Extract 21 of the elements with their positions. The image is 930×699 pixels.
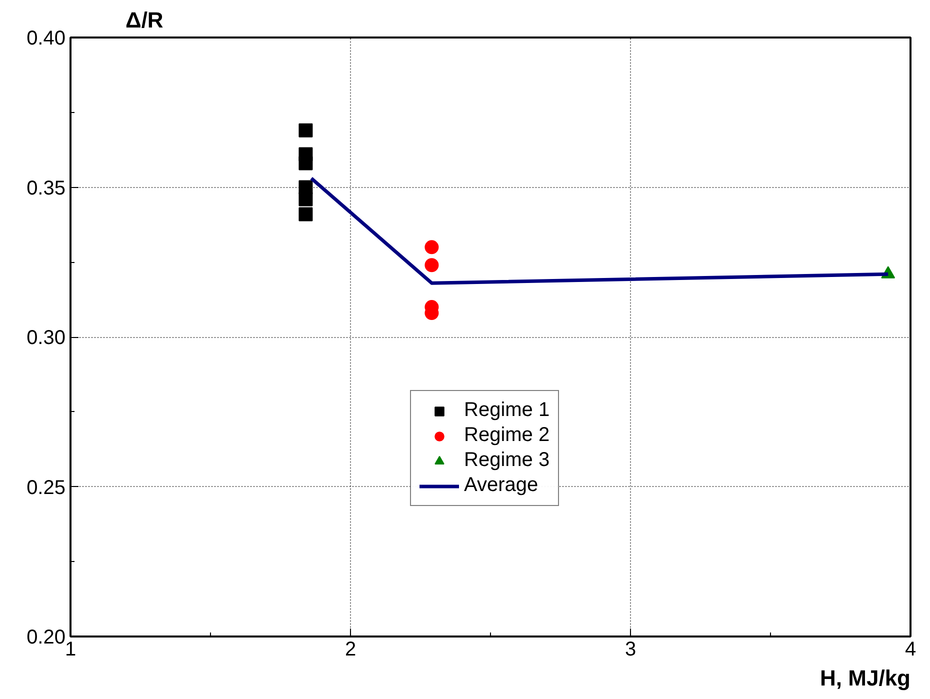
legend-label: Regime 3	[464, 449, 550, 472]
x-tick-label: 2	[344, 638, 356, 660]
point	[298, 123, 313, 138]
point	[298, 192, 313, 206]
legend-label: Regime 2	[464, 424, 550, 447]
y-tick-label: 0.20	[26, 626, 66, 648]
y-tick-label: 0.30	[26, 327, 66, 349]
point	[424, 240, 439, 254]
x-axis-title: H, MJ/kg	[820, 666, 911, 690]
point	[298, 156, 313, 170]
point	[424, 258, 439, 272]
x-tick-label: 4	[904, 638, 916, 660]
legend-label: Average	[464, 474, 538, 497]
y-tick-label: 0.40	[26, 28, 66, 50]
point	[298, 207, 313, 222]
y-tick-label: 0.25	[26, 476, 66, 499]
x-tick-label: 3	[624, 638, 636, 660]
legend-label: Regime 1	[464, 399, 550, 422]
y-tick-label: 0.35	[26, 177, 66, 200]
y-axis-title: Δ/R	[126, 8, 164, 32]
x-tick-label: 1	[64, 638, 76, 660]
